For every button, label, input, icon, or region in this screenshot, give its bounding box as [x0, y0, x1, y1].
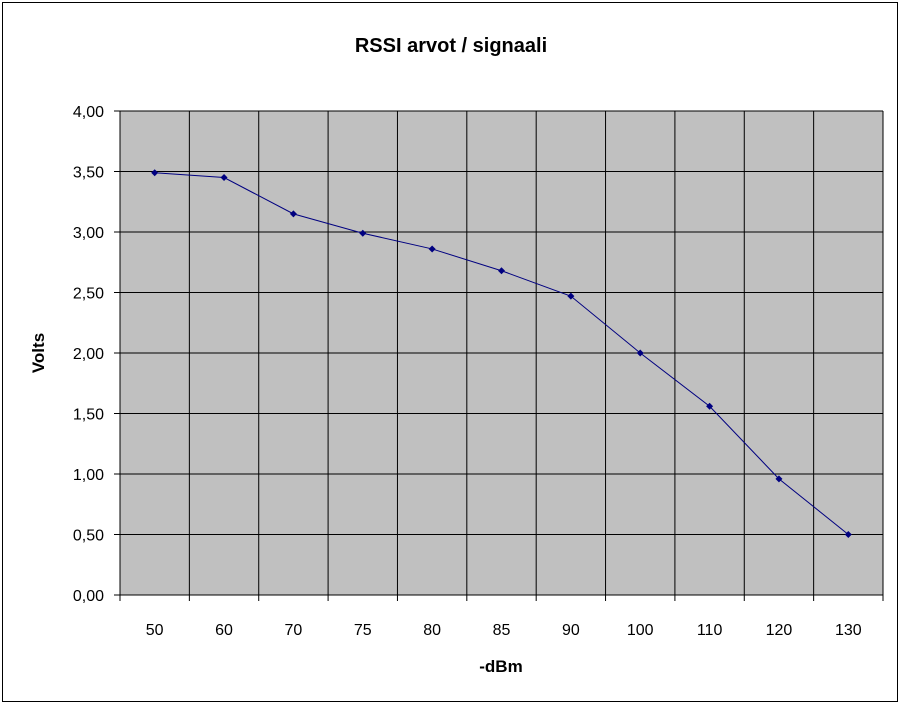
y-tick-label: 1,50	[73, 407, 104, 424]
data-point	[151, 169, 159, 177]
x-tick-label: 120	[766, 622, 793, 639]
x-tick-label: 130	[835, 622, 862, 639]
series-line	[151, 169, 852, 538]
x-tick-label: 60	[215, 622, 233, 639]
data-point	[567, 292, 575, 300]
x-tick-label: 90	[562, 622, 580, 639]
y-tick-label: 2,50	[73, 286, 104, 303]
data-point	[706, 402, 714, 410]
data-point	[498, 267, 505, 275]
y-tick-label: 2,00	[73, 346, 104, 363]
y-axis-ticks: 0,00 0,50 1,00 1,50 2,00 2,50 3,00 3,50 4,00	[73, 104, 120, 605]
y-tick-label: 3,00	[73, 225, 104, 242]
x-axis-ticks: 50 60 70 75 80 85 90 100 110 120 130	[146, 622, 862, 639]
y-tick-label: 3,50	[73, 165, 104, 182]
y-tick-label: 0,50	[73, 528, 104, 545]
x-tick-label: 70	[285, 622, 303, 639]
x-tick-label: 85	[493, 622, 511, 639]
data-point	[220, 174, 228, 182]
x-axis-title: -dBm	[479, 657, 522, 676]
x-tick-label: 75	[354, 622, 372, 639]
data-point	[289, 210, 297, 218]
y-axis-title: Volts	[29, 333, 48, 373]
data-point	[428, 245, 436, 253]
chart-title: RSSI arvot / signaali	[355, 35, 547, 57]
y-tick-label: 4,00	[73, 104, 104, 121]
y-tick-label: 1,00	[73, 467, 104, 484]
x-tick-label: 110	[697, 622, 723, 639]
data-point	[359, 229, 367, 237]
data-point	[844, 531, 852, 538]
x-tick-label: 80	[423, 622, 441, 639]
x-tick-label: 50	[146, 622, 164, 639]
data-point	[636, 349, 644, 357]
x-tick-label: 100	[627, 622, 654, 639]
data-point	[775, 475, 783, 483]
y-tick-label: 0,00	[73, 588, 104, 605]
